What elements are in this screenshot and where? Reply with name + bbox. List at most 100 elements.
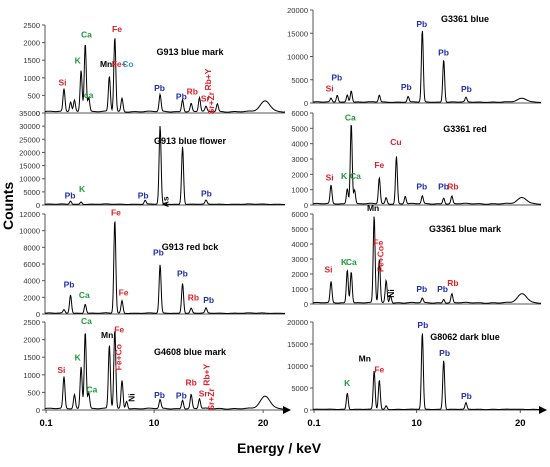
y-tick-label: 10000 [287, 53, 308, 62]
element-label: Pb [416, 284, 427, 294]
y-tick-label: 35000 [19, 109, 40, 118]
spectrum-line [45, 125, 285, 205]
y-tick-label: 2500 [23, 21, 40, 30]
element-label: Si [58, 78, 66, 88]
y-tick-label: 1000 [291, 285, 308, 294]
y-tick-label: 15000 [287, 340, 308, 349]
element-label: Fe [374, 160, 384, 170]
y-tick-label: 1500 [23, 56, 40, 65]
spectrum-line [44, 330, 285, 410]
panel-title: G913 blue mark [156, 47, 224, 57]
y-tick-label: 500 [27, 91, 40, 100]
spectrum-line [44, 221, 285, 314]
element-label: Pb [177, 269, 188, 279]
y-tick-label: 0 [36, 109, 40, 118]
element-label: K [75, 56, 82, 66]
element-label: Ca [350, 171, 361, 181]
y-tick-label: 15000 [19, 162, 40, 171]
y-tick-label: 2000 [291, 170, 308, 179]
element-label: Ni [386, 289, 396, 298]
y-tick-label: 30000 [19, 122, 40, 131]
element-label: Fe [112, 24, 122, 34]
spectrum-panel: 0 500 1000 1500 2000 2500 G913 blue mark Si K Ca c… [23, 21, 285, 118]
element-label: Co [122, 59, 133, 69]
y-tick-label: 20000 [19, 148, 40, 157]
element-label: ca [84, 90, 94, 100]
element-label: Fe [111, 208, 121, 218]
y-tick-label: 500 [27, 388, 40, 397]
y-tick-label: 20000 [287, 6, 308, 15]
y-tick-label: 12000 [19, 210, 40, 219]
panel-title: G3361 blue [441, 14, 489, 24]
x-tick-label: 0.1 [39, 418, 53, 429]
element-label: K [344, 378, 351, 388]
y-tick-label: 20000 [287, 318, 308, 327]
y-tick-label: 2000 [23, 336, 40, 345]
y-tick-label: 4000 [291, 240, 308, 249]
element-label: Pb [203, 295, 214, 305]
y-tick-label: 2500 [23, 318, 40, 327]
element-label: Si [326, 172, 334, 182]
y-tick-label: 10000 [19, 175, 40, 184]
element-label: K [341, 171, 348, 181]
y-tick-label: 1000 [23, 74, 40, 83]
y-tick-label: 2000 [291, 270, 308, 279]
spectrum-line [312, 124, 542, 205]
element-label: Pb [154, 83, 165, 93]
element-label: K [341, 257, 348, 267]
y-tick-label: 1000 [23, 371, 40, 380]
spectrum-panel: 0 1000 2000 3000 4000 5000 6000 G3361 blue mark… [291, 203, 541, 309]
spectrum-panel: 0 500 1000 1500 2000 2500 0.1 10 20 G4608 blue ma… [23, 316, 291, 429]
element-label: Si [326, 83, 334, 93]
element-label: Sr [199, 389, 209, 399]
element-label: Pb [416, 182, 427, 192]
element-label: Pb [461, 84, 472, 94]
y-tick-label: 6000 [291, 210, 308, 219]
element-label: Pb [331, 73, 342, 83]
element-label: Fe+Co [375, 246, 385, 272]
y-tick-label: 5000 [291, 225, 308, 234]
element-label: Si [57, 365, 65, 375]
element-label: Pb [201, 188, 212, 198]
panel-title: G913 red bck [162, 242, 220, 252]
element-label: Fe+ [112, 59, 127, 69]
element-label: Sr [201, 93, 211, 103]
element-label: Pb [138, 190, 149, 200]
y-tick-label: 6000 [291, 109, 308, 118]
y-tick-label: 5000 [291, 384, 308, 393]
y-tick-label: 5000 [23, 188, 40, 197]
x-tick-label: 20 [258, 418, 269, 429]
spectrum-line [312, 30, 541, 103]
panel-title: G4608 blue mark [154, 347, 227, 357]
element-label: Pb [176, 92, 187, 102]
panel-title: G8062 dark blue [430, 332, 500, 342]
element-label: Fe [374, 365, 384, 375]
element-label: Pb [439, 348, 450, 358]
y-tick-label: 1500 [23, 353, 40, 362]
y-tick-label: 0 [304, 300, 308, 309]
panel-title: G3361 blue mark [429, 224, 502, 234]
x-tick-label: 20 [515, 418, 526, 429]
spectrum-line [44, 38, 285, 113]
element-label: Ca [79, 290, 90, 300]
element-label: Ca [345, 113, 356, 123]
y-tick-label: 6000 [23, 260, 40, 269]
y-tick-label: 2000 [23, 293, 40, 302]
y-tick-label: 1000 [291, 186, 308, 195]
element-label: Fe+Co [113, 344, 123, 370]
spectrum-panel: 0 5000 10000 15000 20000 0.1 10 20 G8062 dark bl… [287, 318, 547, 429]
x-tick-label: 10 [149, 418, 160, 429]
element-label: Fe [373, 238, 383, 248]
element-label: Mn [367, 203, 379, 213]
spectrum-panel: 0 5000 10000 15000 20000 25000 30000 35000 G913 … [19, 109, 285, 210]
element-label: Rb [447, 278, 458, 288]
element-label: Rb [188, 293, 199, 303]
y-tick-label: 0 [304, 99, 308, 108]
element-label: Pb [416, 19, 427, 29]
y-axis-title: Counts [0, 181, 16, 230]
element-label: Pb [153, 248, 164, 258]
element-label: Mn [359, 354, 371, 364]
y-tick-label: 0 [36, 201, 40, 210]
